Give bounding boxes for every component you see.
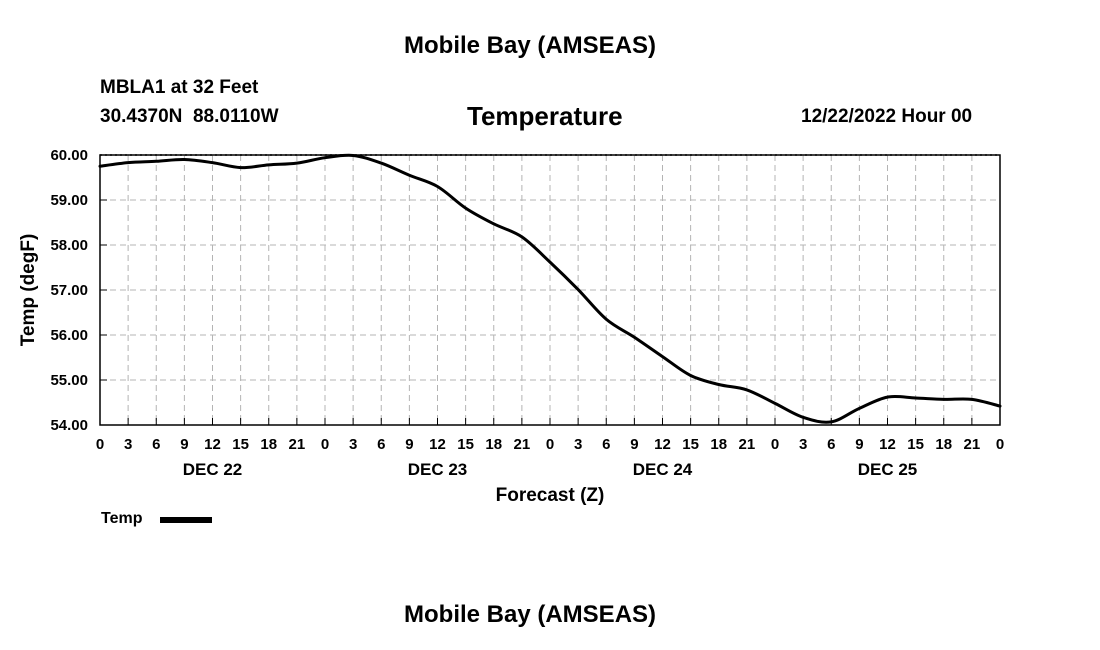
y-tick-label: 59.00 bbox=[50, 192, 88, 209]
x-tick-label: 9 bbox=[855, 436, 863, 453]
x-tick-label: 6 bbox=[602, 436, 610, 453]
x-tick-label: 0 bbox=[771, 436, 779, 453]
x-tick-label: 15 bbox=[907, 436, 924, 453]
date-label: DEC 22 bbox=[183, 460, 243, 479]
x-tick-label: 12 bbox=[429, 436, 446, 453]
x-tick-label: 15 bbox=[457, 436, 474, 453]
y-tick-label: 55.00 bbox=[50, 372, 88, 389]
legend-swatch bbox=[160, 517, 212, 523]
station-name-depth: MBLA1 at 32 Feet bbox=[100, 77, 259, 98]
y-axis-title: Temp (degF) bbox=[18, 234, 39, 347]
x-tick-label: 12 bbox=[204, 436, 221, 453]
x-tick-label: 0 bbox=[321, 436, 329, 453]
station-coordinates: 30.4370N 88.0110W bbox=[100, 106, 279, 127]
x-tick-label: 21 bbox=[514, 436, 531, 453]
temp-series-line bbox=[98, 153, 1002, 424]
x-tick-label: 12 bbox=[879, 436, 896, 453]
x-tick-label: 3 bbox=[124, 436, 132, 453]
x-tick-label: 3 bbox=[799, 436, 807, 453]
x-tick-label: 0 bbox=[996, 436, 1004, 453]
y-tick-label: 57.00 bbox=[50, 282, 88, 299]
footer-title: Mobile Bay (AMSEAS) bbox=[404, 601, 657, 628]
date-label: DEC 25 bbox=[858, 460, 918, 479]
page-title: Mobile Bay (AMSEAS) bbox=[404, 32, 657, 59]
x-tick-label: 15 bbox=[232, 436, 249, 453]
x-tick-label: 9 bbox=[405, 436, 413, 453]
y-tick-label: 56.00 bbox=[50, 327, 88, 344]
x-tick-label: 21 bbox=[964, 436, 981, 453]
x-tick-label: 15 bbox=[682, 436, 699, 453]
y-tick-label: 54.00 bbox=[50, 417, 88, 434]
x-tick-label: 21 bbox=[289, 436, 306, 453]
axis-ticks bbox=[99, 154, 1001, 426]
x-tick-label: 0 bbox=[96, 436, 104, 453]
x-tick-label: 12 bbox=[654, 436, 671, 453]
x-tick-label: 18 bbox=[710, 436, 727, 453]
x-tick-label: 9 bbox=[180, 436, 188, 453]
forecast-datetime: 12/22/2022 Hour 00 bbox=[801, 106, 973, 127]
x-tick-labels: 0 3 6 9 12 15 18 21 0 3 6 9 12 15 18 21 0 3 6 9 12 15 18 21 0 3 6 9… bbox=[96, 436, 1004, 453]
date-label: DEC 24 bbox=[633, 460, 693, 479]
x-tick-label: 18 bbox=[260, 436, 277, 453]
x-tick-label: 6 bbox=[152, 436, 160, 453]
y-tick-labels: 54.00 55.00 56.00 57.00 58.00 59.00 60.00 bbox=[50, 147, 88, 434]
x-tick-label: 21 bbox=[739, 436, 756, 453]
x-tick-label: 9 bbox=[630, 436, 638, 453]
x-tick-label: 6 bbox=[377, 436, 385, 453]
y-tick-label: 58.00 bbox=[50, 237, 88, 254]
x-tick-label: 3 bbox=[349, 436, 357, 453]
date-labels: DEC 22 DEC 23 DEC 24 DEC 25 bbox=[183, 460, 918, 479]
x-tick-label: 6 bbox=[827, 436, 835, 453]
x-tick-label: 0 bbox=[546, 436, 554, 453]
date-label: DEC 23 bbox=[408, 460, 468, 479]
legend-label: Temp bbox=[101, 510, 143, 527]
x-tick-label: 3 bbox=[574, 436, 582, 453]
x-tick-label: 18 bbox=[485, 436, 502, 453]
x-axis-title: Forecast (Z) bbox=[496, 485, 605, 506]
y-tick-label: 60.00 bbox=[50, 147, 88, 164]
temperature-chart: 54.00 55.00 56.00 57.00 58.00 59.00 60.00 0 3 6 9… bbox=[18, 147, 1004, 506]
chart-title: Temperature bbox=[467, 101, 623, 131]
grid-lines bbox=[100, 155, 1000, 425]
x-tick-label: 18 bbox=[935, 436, 952, 453]
